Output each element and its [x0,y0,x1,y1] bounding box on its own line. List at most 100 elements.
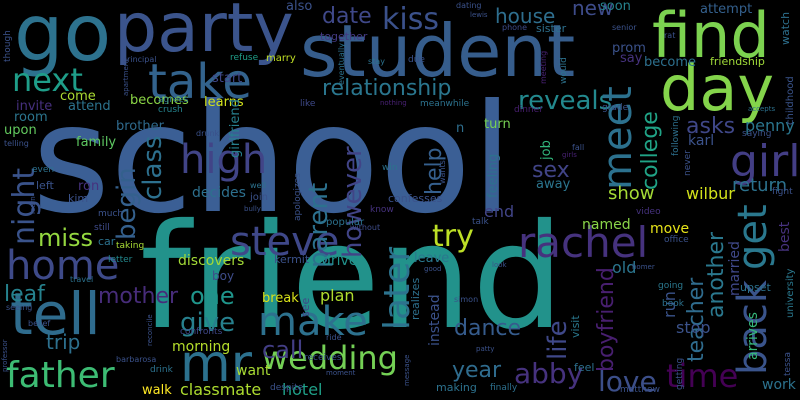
word-friend: friend [140,193,565,362]
word-relationship: relationship [322,76,452,101]
word-confesses: confesses [388,192,443,205]
word-turn: turn [484,117,511,132]
word-say: say [620,51,643,66]
word-grade: grade [602,103,629,113]
word-make: make [258,299,368,345]
word-kiss: kiss [382,2,439,37]
word-classmate: classmate [180,380,262,399]
word-karl: karl [688,133,715,149]
word-realizes: realizes [409,277,422,320]
word-end: end [484,202,515,221]
word-morning: morning [172,339,231,355]
word-ron: ron [78,179,100,194]
word-year: year [452,358,502,383]
word-stay: stay [368,57,385,66]
word-stop: stop [676,318,711,337]
word-give: give [180,308,236,338]
word-senior: senior [612,23,637,32]
word-following: following [671,115,681,156]
word-house: house [495,4,556,28]
word-one: one [190,282,235,310]
word-work: work [762,377,796,393]
word-despite: despite [270,383,304,393]
word-take: take [148,54,252,110]
word-new: new [572,0,614,20]
word-bully: bully [244,205,261,213]
word-going: going [658,281,684,291]
word-family: family [76,135,117,150]
word-asks: asks [686,114,736,139]
word-upon: upon [4,123,37,138]
word-leave: leave [414,251,450,266]
word-job: job [539,140,554,160]
word-day: day [660,52,775,125]
word-attempt: attempt [700,2,753,17]
word-learns: learns [204,95,244,110]
word-video: video [636,207,661,217]
word-start: start [212,71,243,86]
word-invite: invite [16,99,53,114]
word-school: school [32,73,513,247]
word-away: away [536,177,571,192]
word-rachel: rachel [518,218,649,267]
word-left: left [36,179,54,192]
word-hotel: hotel [282,380,323,399]
word-named: named [582,217,631,233]
word-begin: begin [112,167,142,240]
word-instead: instead [427,294,443,346]
word-nothing: nothing [380,99,407,107]
word-become: become [644,55,697,70]
word-attend: attend [68,99,111,114]
word-learn: learn [29,196,37,214]
word-discovers: discovers [178,253,245,269]
word-dinner: dinner [514,105,543,115]
word-well: well [250,181,266,190]
word-rat: rat [664,31,676,40]
word-love: love [598,365,657,398]
word-feeling: feeling [486,153,501,198]
word-still: still [94,223,110,233]
word-childhood: childhood [785,76,796,125]
word-would: would [559,57,569,84]
word-confronts: confronts [180,327,223,337]
word-professor: professor [1,339,9,372]
word-try: try [432,219,474,254]
word-penny: penny [745,116,795,135]
word-call: call [262,336,304,364]
word-come: come [60,89,96,104]
word-boyfriend: boyfriend [594,267,619,372]
word-steve: steve [230,219,340,265]
word-marry: marry [266,53,296,64]
word-making: making [436,381,477,394]
word-n: n [456,121,465,136]
word-reveals: reveals [518,86,613,116]
word-party: party [114,0,294,68]
word-another: another [704,231,729,318]
word-old: old [612,258,637,277]
word-drunk: drunk [196,129,220,138]
word-saying: saying [742,129,772,139]
word-join: join [250,192,269,203]
word-girlfriend: girlfriend [228,99,243,158]
word-know: know [370,205,394,215]
word-travel: travel [70,275,94,284]
word-girls: girls [562,151,577,159]
word-friendship: friendship [710,55,765,68]
word-belief: belief [28,319,51,328]
word-agrees: agrees [158,95,189,105]
word-crush: crush [158,105,183,115]
word-plan: plan [320,286,355,305]
word-father: father [6,355,115,396]
word-dance: dance [454,316,522,341]
word-eventually: eventually [337,43,346,85]
word-university: university [785,268,796,318]
word-boy: boy [212,269,235,283]
word-simon: simon [454,295,479,304]
word-letter: letter [108,255,133,265]
word-brother: brother [116,119,164,134]
word-miss: miss [38,224,94,252]
word-wilbur: wilbur [686,184,735,203]
word-even: even [32,165,55,175]
word-apartment: apartment [122,59,130,96]
